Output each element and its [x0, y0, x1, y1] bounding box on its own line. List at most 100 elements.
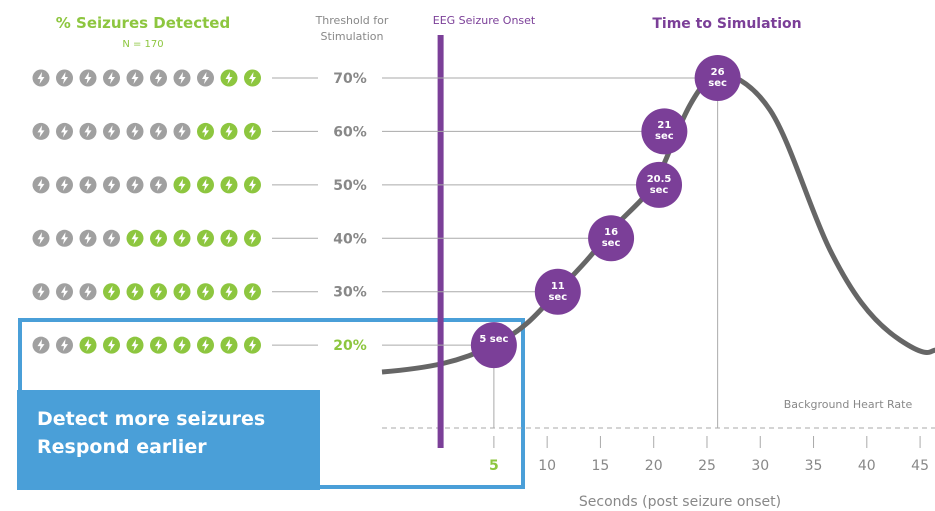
icon-row	[32, 176, 261, 194]
seizure-icon	[56, 229, 73, 247]
point-label: 16 sec	[601, 227, 621, 250]
icon-bolt	[84, 178, 92, 191]
icon-bolt	[108, 178, 115, 191]
seizure-icon	[79, 229, 97, 247]
x-tick-label: 45	[911, 458, 929, 474]
seizure-icon	[56, 176, 73, 194]
seizure-icon	[32, 69, 50, 87]
icon-bolt	[155, 72, 162, 84]
seizure-icon	[244, 122, 261, 140]
heart-rate-curve	[381, 71, 935, 375]
left-title: % Seizures Detected	[56, 14, 230, 32]
seizure-icon	[197, 283, 214, 301]
icon-bolt	[202, 72, 209, 84]
icon-bolt	[84, 285, 92, 298]
icon-row	[32, 336, 261, 354]
seizure-icon	[79, 69, 97, 87]
icon-bolt	[131, 232, 139, 245]
seizure-icon	[220, 336, 238, 354]
y-tick-label: 40%	[333, 231, 367, 247]
icon-bolt	[131, 285, 139, 298]
icon-row	[32, 122, 261, 140]
icon-bolt	[202, 339, 209, 352]
seizure-icon	[244, 229, 261, 247]
time-point	[470, 322, 517, 369]
seizure-icon	[32, 122, 50, 140]
point-label: 26 sec	[708, 67, 727, 89]
seizure-icon	[197, 122, 214, 140]
seizure-icon	[173, 176, 191, 194]
icon-row	[32, 283, 261, 301]
x-tick-label: 5	[489, 458, 499, 474]
seizure-icon	[103, 122, 120, 140]
icon-bolt	[108, 285, 115, 298]
seizure-icon	[79, 122, 97, 140]
seizure-icon	[220, 176, 238, 194]
icon-bolt	[37, 178, 45, 191]
icon-bolt	[225, 125, 233, 138]
seizure-icon	[126, 122, 144, 140]
x-tick-label: 30	[751, 458, 769, 474]
seizure-icon	[103, 69, 120, 87]
seizure-icon	[220, 69, 238, 87]
seizure-icon	[173, 69, 191, 87]
seizure-icon	[197, 336, 214, 354]
seizure-icon	[32, 229, 50, 247]
seizure-icon	[244, 336, 261, 354]
seizure-icon	[126, 69, 144, 87]
icon-bolt	[131, 339, 139, 352]
icon-bolt	[249, 125, 256, 138]
icon-bolt	[84, 339, 92, 352]
callout-text: Respond earlier	[37, 436, 207, 458]
seizure-icon	[150, 229, 167, 247]
x-tick-label: 20	[645, 458, 663, 474]
icon-bolt	[249, 339, 256, 352]
icon-bolt	[108, 232, 115, 245]
time-point	[641, 108, 688, 155]
icon-bolt	[178, 285, 186, 298]
icon-bolt	[84, 232, 92, 245]
seizure-icon	[103, 229, 120, 247]
seizure-icon	[79, 176, 97, 194]
point-label: 20.5 sec	[646, 173, 672, 196]
seizure-icon	[103, 336, 120, 354]
icon-bolt	[249, 232, 256, 245]
icon-bolt	[37, 232, 45, 245]
icon-bolt	[202, 178, 209, 191]
callout-text: Detect more seizures	[37, 408, 266, 430]
x-axis-label: Seconds (post seizure onset)	[579, 494, 781, 510]
onset-label: EEG Seizure Onset	[433, 14, 536, 27]
seizure-icon	[173, 283, 191, 301]
icon-bolt	[131, 178, 139, 191]
time-point	[534, 268, 581, 315]
seizure-icon	[173, 229, 191, 247]
seizure-icon	[220, 283, 238, 301]
icon-bolt	[249, 285, 256, 298]
seizure-icon	[126, 283, 144, 301]
icon-bolt	[202, 285, 209, 298]
icon-bolt	[155, 178, 162, 191]
seizure-icon	[150, 283, 167, 301]
seizure-icon	[150, 176, 167, 194]
seizure-icon	[197, 176, 214, 194]
icon-bolt	[178, 178, 186, 191]
seizure-icon	[244, 176, 261, 194]
seizure-icon	[126, 336, 144, 354]
x-tick-label: 40	[858, 458, 876, 474]
seizure-icon	[56, 336, 73, 354]
baseline-label: Background Heart Rate	[784, 398, 913, 411]
seizure-icon	[32, 283, 50, 301]
time-point	[588, 215, 635, 262]
x-tick-label: 35	[805, 458, 823, 474]
icon-bolt	[37, 72, 45, 84]
y-tick-label: 60%	[333, 124, 367, 140]
icon-bolt	[225, 232, 233, 245]
seizure-icon	[79, 283, 97, 301]
callout-box	[17, 390, 320, 490]
x-tick-label: 10	[538, 458, 556, 474]
icon-bolt	[61, 72, 68, 84]
seizure-icon	[103, 176, 120, 194]
point-label: 21 sec	[655, 120, 674, 143]
seizure-icon	[173, 336, 191, 354]
